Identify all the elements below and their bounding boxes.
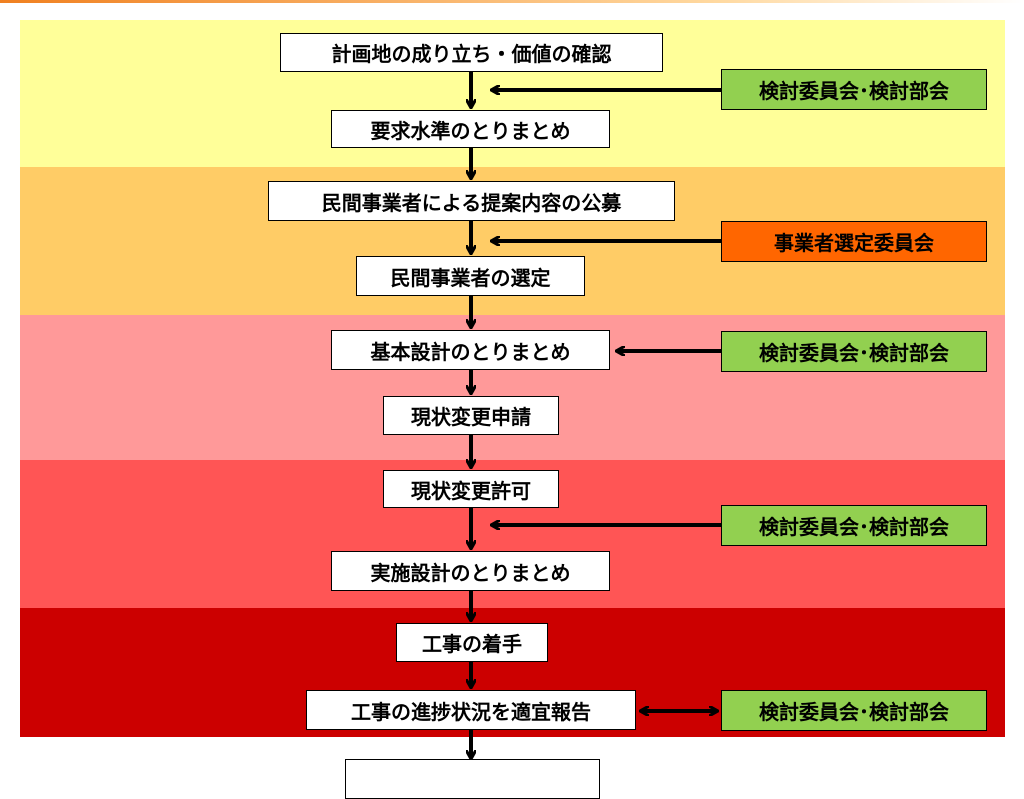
committee-box-3: 検討委員会･検討部会 (721, 505, 987, 546)
step-detailed-design: 実施設計のとりまとめ (331, 551, 610, 591)
step-site-value-confirmation: 計画地の成り立ち・価値の確認 (280, 33, 663, 72)
step-construction-start: 工事の着手 (396, 623, 548, 662)
step-next-partial (345, 759, 600, 799)
step-alteration-permit: 現状変更許可 (383, 470, 559, 508)
step-public-call: 民間事業者による提案内容の公募 (268, 181, 675, 221)
top-accent-bar (0, 0, 1024, 3)
committee-box-1: 検討委員会･検討部会 (721, 69, 987, 110)
selection-committee-box: 事業者選定委員会 (721, 221, 987, 262)
step-basic-design: 基本設計のとりまとめ (331, 330, 610, 370)
committee-box-4: 検討委員会･検討部会 (721, 690, 987, 731)
committee-box-2: 検討委員会･検討部会 (721, 331, 987, 372)
flow-arrows (0, 72, 721, 762)
step-progress-report: 工事の進捗状況を適宜報告 (306, 690, 636, 730)
step-requirements: 要求水準のとりまとめ (331, 110, 610, 148)
step-operator-selection: 民間事業者の選定 (356, 256, 585, 296)
step-alteration-application: 現状変更申請 (383, 396, 559, 435)
